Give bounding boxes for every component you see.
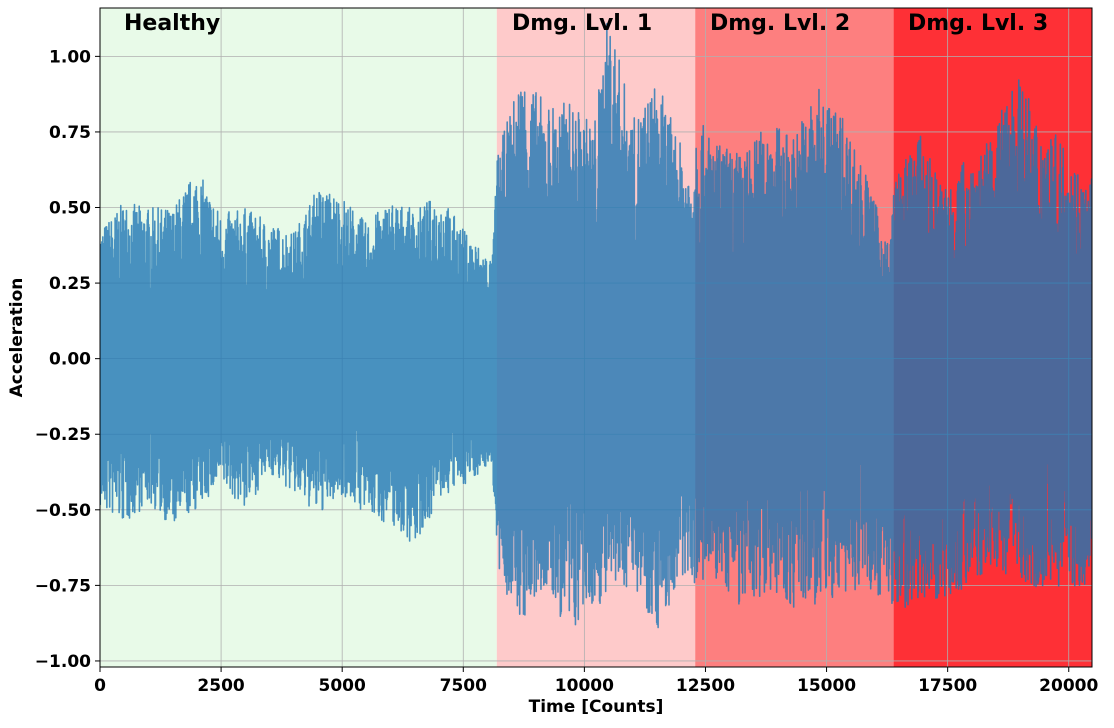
y-tick-label-7: −0.75 xyxy=(35,576,91,596)
plot-frame xyxy=(99,7,1093,668)
y-tick-label-4: 0.00 xyxy=(49,350,91,370)
region-label-4: Dmg. Lvl. 3 xyxy=(908,11,1048,36)
y-tick-label-1: 0.75 xyxy=(49,123,91,143)
x-tick-label-1: 2500 xyxy=(197,676,244,696)
y-tick-label-6: −0.50 xyxy=(35,501,91,521)
x-tick-label-5: 12500 xyxy=(676,676,735,696)
x-axis-label: Time [Counts] xyxy=(529,697,664,717)
y-tick-label-2: 0.50 xyxy=(49,199,91,219)
x-tick-label-7: 17500 xyxy=(918,676,977,696)
region-label-1: Healthy xyxy=(124,11,220,36)
x-tick-label-3: 7500 xyxy=(440,676,487,696)
signal-series xyxy=(100,23,1092,629)
y-tick-label-5: −0.25 xyxy=(35,425,91,445)
region-labels: Healthy Dmg. Lvl. 1 Dmg. Lvl. 2 Dmg. Lvl. 3 xyxy=(124,11,1048,36)
region-label-2: Dmg. Lvl. 1 xyxy=(512,11,652,36)
region-label-3: Dmg. Lvl. 2 xyxy=(710,11,850,36)
y-axis-label: Acceleration xyxy=(7,278,27,398)
y-tick-label-0: 1.00 xyxy=(49,47,91,67)
x-axis-ticks: 0 2500 5000 7500 10000 12500 15000 17500 20000 xyxy=(94,667,1098,696)
y-tick-label-3: 0.25 xyxy=(49,274,91,294)
acceleration-signal-line xyxy=(100,23,1092,629)
x-tick-label-2: 5000 xyxy=(319,676,366,696)
x-tick-label-4: 10000 xyxy=(555,676,614,696)
y-tick-label-8: −1.00 xyxy=(35,652,91,672)
x-tick-label-0: 0 xyxy=(94,676,106,696)
y-axis-ticks: 1.00 0.75 0.50 0.25 0.00 −0.25 −0.50 −0.75 −1.00 xyxy=(35,47,100,672)
x-tick-label-6: 15000 xyxy=(797,676,856,696)
x-tick-label-8: 20000 xyxy=(1039,676,1098,696)
